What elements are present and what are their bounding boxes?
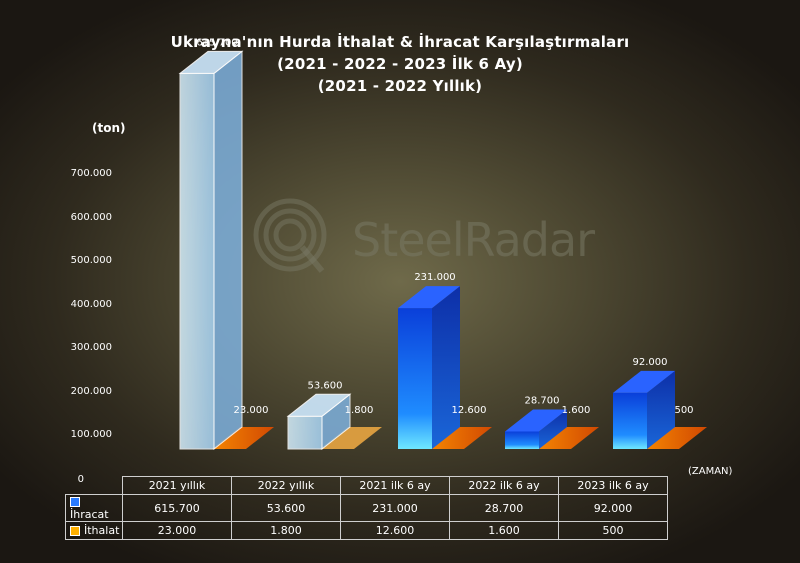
chart-title: Ukrayna'nın Hurda İthalat & İhracat Karş… [170, 33, 630, 51]
table-cell: 12.600 [340, 521, 450, 540]
table-cell: 1.800 [231, 521, 341, 540]
export-bar-top [398, 286, 460, 309]
import-bar [430, 427, 492, 449]
export-bar-side [432, 286, 460, 449]
export-bar-top [178, 50, 244, 74]
table-cell: 53.600 [231, 494, 341, 522]
y-tick-label: 200.000 [70, 385, 112, 397]
export-value-label: 53.600 [308, 380, 343, 391]
legend-import: İthalat [65, 521, 123, 540]
table-cell: 615.700 [122, 494, 232, 522]
export-bar-top [613, 370, 675, 393]
export-bar [179, 72, 215, 450]
table-category-header: 2021 ilk 6 ay [340, 476, 450, 495]
table-cell: 500 [558, 521, 668, 540]
export-bar [505, 431, 539, 449]
import-bar [212, 427, 274, 449]
export-bar-top [286, 393, 352, 417]
y-tick-label: 300.000 [70, 342, 112, 353]
data-table-header-row: 2021 yıllık 2022 yıllık 2021 ilk 6 ay 20… [66, 476, 668, 495]
data-table-corner [66, 477, 123, 495]
watermark-logo-icon [250, 195, 340, 289]
import-value-label: 23.000 [234, 405, 269, 416]
import-value-label: 1.600 [562, 405, 591, 416]
table-cell: 1.600 [449, 521, 559, 540]
table-cell: 92.000 [558, 494, 668, 522]
export-bar-side [647, 370, 675, 449]
y-tick-label: 0 [77, 474, 84, 485]
chart-subtitle-1: (2021 - 2022 - 2023 İlk 6 Ay) [277, 55, 523, 73]
table-category-header: 2022 yıllık [231, 476, 341, 495]
export-bar [613, 392, 647, 449]
import-value-label: 1.800 [345, 405, 374, 416]
export-value-label: 231.000 [414, 272, 455, 283]
y-axis-label: (ton) [92, 121, 126, 135]
import-bar [537, 427, 599, 449]
y-tick-label: 100.000 [70, 429, 112, 440]
import-swatch-icon [70, 526, 80, 536]
table-category-header: 2021 yıllık [122, 476, 232, 495]
legend-import-label: İthalat [84, 524, 120, 537]
bar-chart-plot: 615.700 23.000 53.600 1.800 231.000 12.600 28.… [178, 37, 707, 451]
y-tick-label: 400.000 [70, 298, 112, 310]
legend-export: İhracat [65, 494, 123, 522]
table-row-export: İhracat 615.700 53.600 231.000 28.700 92… [65, 494, 668, 522]
table-category-header: 2023 ilk 6 ay [558, 476, 668, 495]
watermark-text: SteelRadar [352, 213, 595, 267]
chart-subtitle-2: (2021 - 2022 Yıllık) [317, 77, 483, 95]
export-bar [398, 308, 432, 449]
import-value-label: 500 [674, 405, 693, 416]
y-tick-label: 600.000 [70, 211, 112, 223]
data-table: 2021 yıllık 2022 yıllık 2021 ilk 6 ay 20… [65, 476, 668, 540]
y-tick-label: 500.000 [70, 255, 112, 266]
export-bar-side [213, 50, 243, 451]
table-cell: 28.700 [449, 494, 559, 522]
export-value-label: 615.700 [196, 37, 237, 48]
y-tick-label: 700.000 [70, 168, 112, 179]
import-value-label: 12.600 [452, 405, 487, 416]
export-swatch-icon [70, 497, 80, 507]
table-row-import: İthalat 23.000 1.800 12.600 1.600 500 [65, 521, 668, 540]
import-bar [645, 427, 707, 449]
table-cell: 23.000 [122, 521, 232, 540]
import-bar [320, 427, 382, 449]
legend-export-label: İhracat [70, 508, 109, 521]
table-cell: 231.000 [340, 494, 450, 522]
export-bar-side [539, 409, 567, 449]
table-category-header: 2022 ilk 6 ay [449, 476, 559, 495]
x-axis-label: (ZAMAN) [688, 466, 733, 477]
export-bar-top [505, 409, 567, 432]
export-value-label: 92.000 [633, 357, 668, 368]
export-bar [287, 415, 323, 450]
export-value-label: 28.700 [525, 395, 560, 406]
